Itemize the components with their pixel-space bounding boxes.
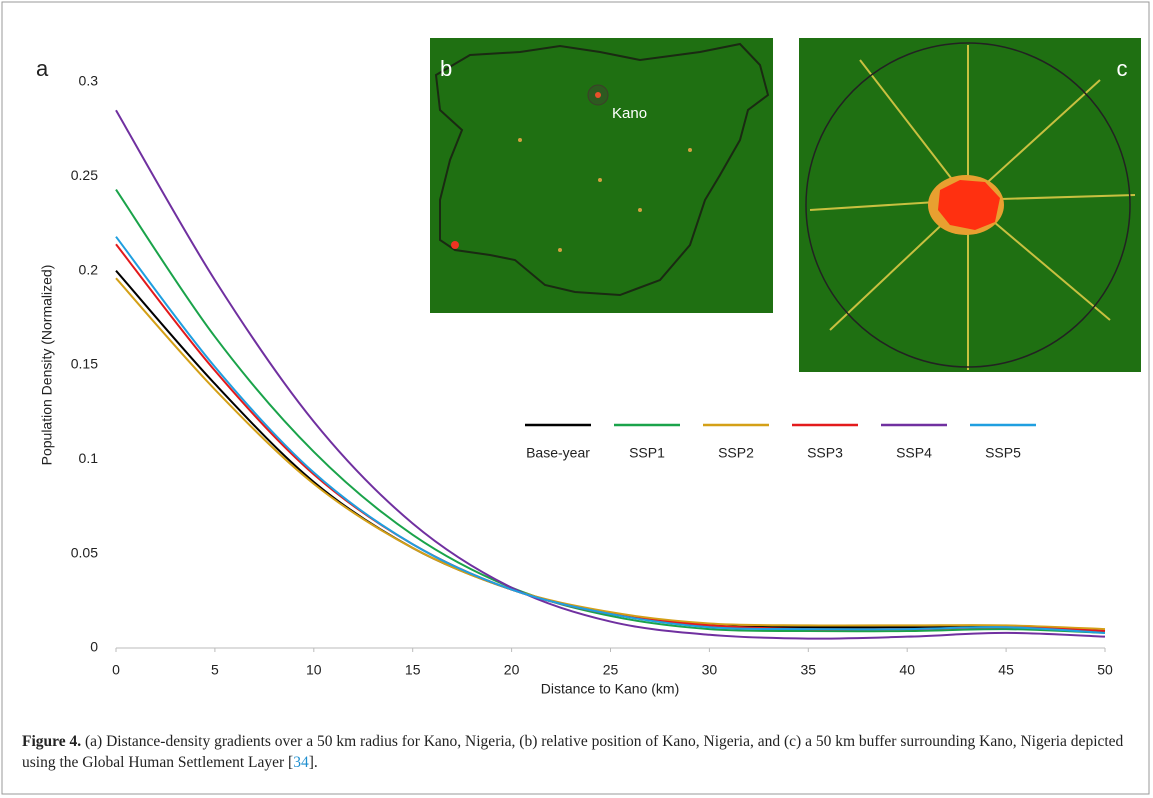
legend-label: SSP3 — [807, 445, 843, 461]
y-axis-title: Population Density (Normalized) — [39, 265, 55, 466]
y-tick-label: 0.05 — [71, 544, 98, 560]
x-tick-label: 50 — [1097, 662, 1113, 678]
x-tick-label: 25 — [603, 662, 619, 678]
panel-label: b — [440, 56, 452, 81]
legend-label: SSP1 — [629, 445, 665, 461]
inset-map-c: c — [799, 38, 1141, 372]
inset-map-b: b Kano — [430, 38, 773, 313]
chart: a b Kano c Distance to Kano (km) Populat… — [0, 0, 1153, 798]
x-tick-label: 10 — [306, 662, 322, 678]
legend-label: SSP4 — [896, 445, 932, 461]
x-tick-label: 20 — [504, 662, 520, 678]
y-tick-label: 0.2 — [79, 261, 99, 277]
x-tick-label: 45 — [998, 662, 1014, 678]
y-tick-label: 0.3 — [79, 73, 99, 89]
panel-label: c — [1117, 56, 1128, 81]
legend-label: SSP5 — [985, 445, 1021, 461]
page: a b Kano c Distance to Kano (km) Populat… — [0, 0, 1153, 798]
y-tick-label: 0.15 — [71, 356, 98, 372]
caption-end: ]. — [309, 754, 318, 771]
x-tick-label: 35 — [801, 662, 817, 678]
x-axis-title: Distance to Kano (km) — [541, 681, 680, 697]
y-tick-label: 0.1 — [79, 450, 99, 466]
x-tick-label: 0 — [112, 662, 120, 678]
x-tick-label: 15 — [405, 662, 421, 678]
legend-label: Base-year — [526, 445, 590, 461]
caption: Figure 4. (a) Distance-density gradients… — [22, 731, 1132, 773]
x-tick-label: 5 — [211, 662, 219, 678]
legend-label: SSP2 — [718, 445, 754, 461]
caption-label: Figure 4. — [22, 733, 81, 750]
caption-ref[interactable]: 34 — [293, 754, 309, 771]
x-tick-label: 40 — [899, 662, 915, 678]
panel-label: a — [36, 56, 49, 81]
kano-label: Kano — [612, 105, 647, 122]
y-tick-label: 0 — [90, 639, 98, 655]
y-tick-label: 0.25 — [71, 167, 98, 183]
x-tick-label: 30 — [702, 662, 718, 678]
caption-text: (a) Distance-density gradients over a 50… — [22, 733, 1123, 771]
